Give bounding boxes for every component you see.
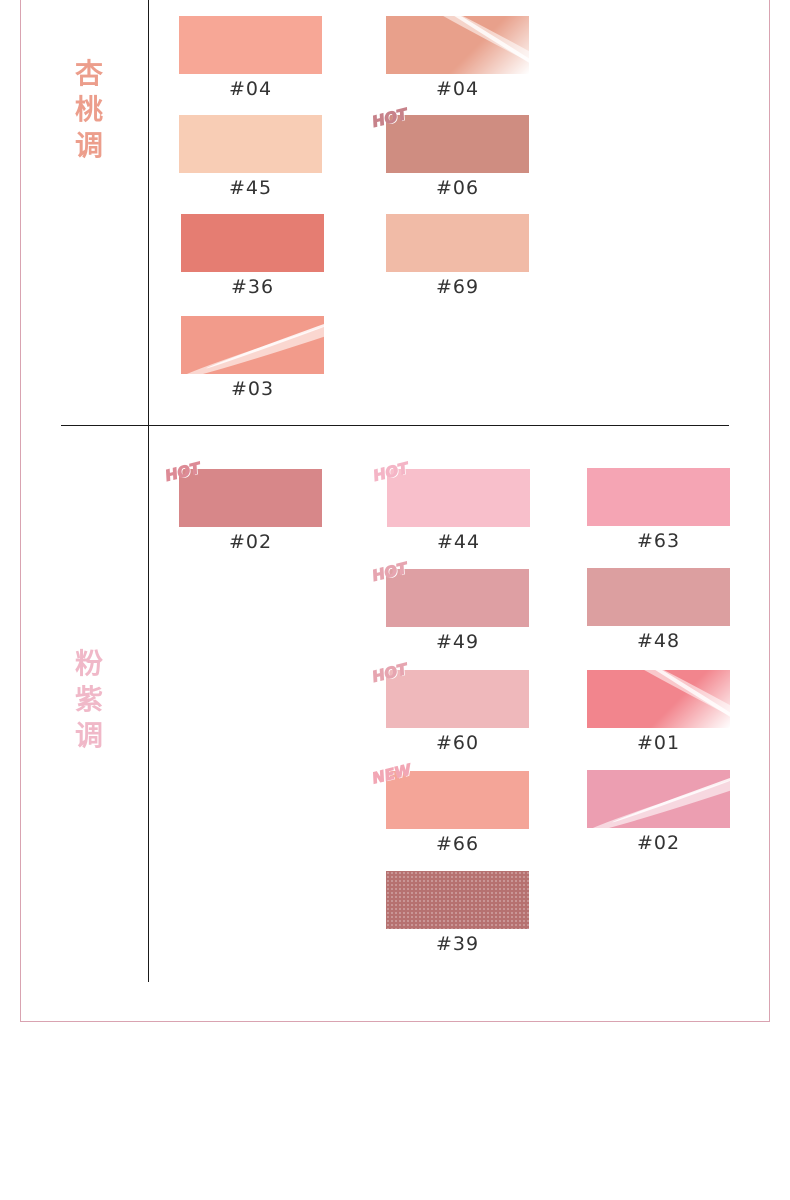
swatch-color	[386, 871, 529, 929]
swatch-color	[179, 16, 322, 74]
swatch-color	[181, 316, 324, 374]
vertical-divider-top	[148, 0, 149, 425]
swatch-color	[386, 214, 529, 272]
swatch-label: #04	[228, 78, 273, 100]
swatch-label: #02	[636, 832, 681, 854]
swatch-color	[587, 568, 730, 626]
swatch-label: #60	[435, 732, 480, 754]
swatch-label: #45	[228, 177, 273, 199]
swatch-color	[386, 569, 529, 627]
section-divider	[61, 425, 729, 426]
swatch-label: #69	[435, 276, 480, 298]
swatch-label: #06	[435, 177, 480, 199]
swatch-color	[179, 115, 322, 173]
swatch-label: #63	[636, 530, 681, 552]
swatch-color	[181, 214, 324, 272]
swatch-color	[386, 115, 529, 173]
swatch-label: #44	[436, 531, 481, 553]
swatch-label: #01	[636, 732, 681, 754]
swatch-color	[386, 771, 529, 829]
swatch-color	[587, 770, 730, 828]
swatch-color	[386, 670, 529, 728]
page-frame	[20, 0, 770, 1022]
swatch-color	[179, 469, 322, 527]
swatch-color	[386, 16, 529, 74]
swatch-label: #66	[435, 833, 480, 855]
category-apricot-title: 杏 桃 调	[74, 57, 103, 162]
swatch-color	[587, 670, 730, 728]
swatch-label: #03	[230, 378, 275, 400]
vertical-divider-bottom	[148, 426, 149, 982]
swatch-label: #48	[636, 630, 681, 652]
swatch-color	[387, 469, 530, 527]
swatch-label: #02	[228, 531, 273, 553]
swatch-label: #39	[435, 933, 480, 955]
swatch-label: #49	[435, 631, 480, 653]
swatch-color	[587, 468, 730, 526]
swatch-label: #36	[230, 276, 275, 298]
category-pink-title: 粉 紫 调	[74, 647, 103, 752]
swatch-label: #04	[435, 78, 480, 100]
